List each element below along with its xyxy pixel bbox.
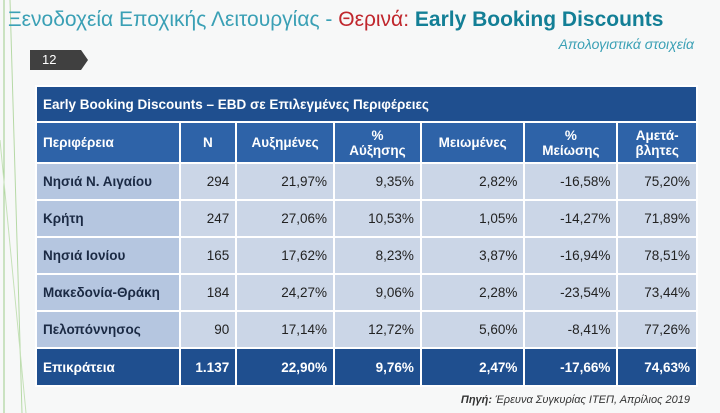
source-text: Έρευνα Συγκυρίας ΙΤΕΠ, Απρίλιος 2019 bbox=[492, 394, 690, 406]
cell: 75,20% bbox=[616, 162, 698, 201]
cell: 165 bbox=[178, 236, 238, 275]
cell: 73,44% bbox=[616, 273, 698, 312]
table: Early Booking Discounts – EBD σε Επιλεγμ… bbox=[35, 85, 698, 387]
caption-row: Early Booking Discounts – EBD σε Επιλεγμ… bbox=[35, 85, 698, 123]
total-cell: -17,66% bbox=[523, 347, 619, 387]
cell: 12,72% bbox=[333, 310, 422, 349]
cell: 8,23% bbox=[333, 236, 422, 275]
row-label: Μακεδονία-Θράκη bbox=[35, 273, 181, 312]
row-label: Πελοπόννησος bbox=[35, 310, 181, 349]
cell: 247 bbox=[178, 199, 238, 238]
title-part: Ξενοδοχεία Εποχικής Λειτουργίας - bbox=[8, 8, 339, 31]
row-label: Κρήτη bbox=[35, 199, 181, 238]
title: Ξενοδοχεία Εποχικής Λειτουργίας - Θερινά… bbox=[8, 8, 663, 32]
cell: 17,62% bbox=[235, 236, 336, 275]
cell: 78,51% bbox=[616, 236, 698, 275]
cell: 9,35% bbox=[333, 162, 422, 201]
cell: 77,26% bbox=[616, 310, 698, 349]
total-cell: 9,76% bbox=[333, 347, 422, 387]
decoration bbox=[0, 0, 27, 413]
subtitle: Απολογιστικά στοιχεία bbox=[558, 36, 694, 52]
page-number: 12 bbox=[30, 50, 88, 70]
total-cell: 1.137 bbox=[178, 347, 238, 387]
column-header: Μειωμένες bbox=[419, 121, 526, 164]
data-row: Πελοπόννησος 90 17,14% 12,72% 5,60% -8,41% 77,… bbox=[35, 310, 698, 349]
cell: 17,14% bbox=[235, 310, 336, 349]
cell: 10,53% bbox=[333, 199, 422, 238]
cell: 184 bbox=[178, 273, 238, 312]
column-header: Περιφέρεια bbox=[35, 121, 181, 164]
header-row: Περιφέρεια N Αυξημένες% Αύξησης Μειωμένες% … bbox=[35, 121, 698, 164]
source-label: Πηγή: bbox=[460, 394, 493, 406]
cell: -8,41% bbox=[523, 310, 619, 349]
cell: 1,05% bbox=[419, 199, 526, 238]
cell: -14,27% bbox=[523, 199, 619, 238]
column-header: Αμετά- βλητες bbox=[616, 121, 698, 164]
cell: 71,89% bbox=[616, 199, 698, 238]
column-header: N bbox=[178, 121, 238, 164]
cell: -16,94% bbox=[523, 236, 619, 275]
cell: 294 bbox=[178, 162, 238, 201]
title-part: Early Booking Discounts bbox=[409, 8, 664, 31]
data-row: Νησιά Ιονίου 165 17,62% 8,23% 3,87% -16,94% 78… bbox=[35, 236, 698, 275]
source: Πηγή: Έρευνα Συγκυρίας ΙΤΕΠ, Απρίλιος 20… bbox=[461, 394, 690, 406]
data-row: Μακεδονία-Θράκη 184 24,27% 9,06% 2,28% -23,54… bbox=[35, 273, 698, 312]
data-row: Κρήτη 247 27,06% 10,53% 1,05% -14,27% 71,89% bbox=[35, 199, 698, 238]
total-cell: 74,63% bbox=[616, 347, 698, 387]
cell: 21,97% bbox=[235, 162, 336, 201]
cell: 9,06% bbox=[333, 273, 422, 312]
cell: 5,60% bbox=[419, 310, 526, 349]
column-header: % Αύξησης bbox=[333, 121, 422, 164]
cell: 3,87% bbox=[419, 236, 526, 275]
cell: -23,54% bbox=[523, 273, 619, 312]
cell: 90 bbox=[178, 310, 238, 349]
caption: Early Booking Discounts – EBD σε Επιλεγμ… bbox=[35, 85, 698, 123]
cell: 24,27% bbox=[235, 273, 336, 312]
total-label: Επικράτεια bbox=[35, 347, 181, 387]
cell: -16,58% bbox=[523, 162, 619, 201]
data-row: Νησιά Ν. Αιγαίου 294 21,97% 9,35% 2,82% -16,5… bbox=[35, 162, 698, 201]
cell: 2,82% bbox=[419, 162, 526, 201]
cell: 2,28% bbox=[419, 273, 526, 312]
row-label: Νησιά Ν. Αιγαίου bbox=[35, 162, 181, 201]
total-row: Επικράτεια 1.137 22,90% 9,76% 2,47% -17,66% 74… bbox=[35, 347, 698, 387]
column-header: Αυξημένες bbox=[235, 121, 336, 164]
total-cell: 22,90% bbox=[235, 347, 336, 387]
total-cell: 2,47% bbox=[419, 347, 526, 387]
cell: 27,06% bbox=[235, 199, 336, 238]
column-header: % Μείωσης bbox=[523, 121, 619, 164]
row-label: Νησιά Ιονίου bbox=[35, 236, 181, 275]
title-part: Θερινά: bbox=[338, 8, 410, 31]
